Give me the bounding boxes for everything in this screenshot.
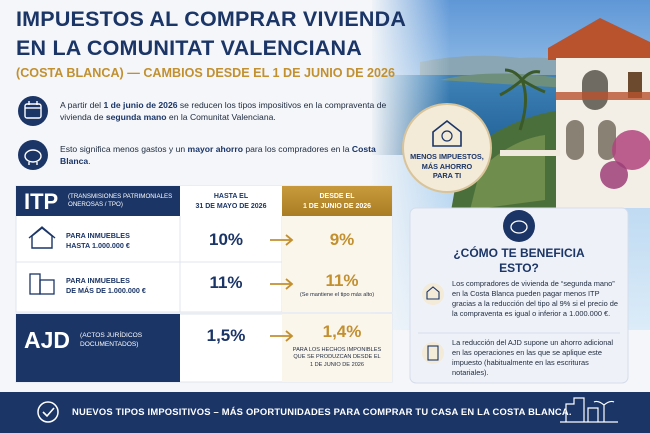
row-label: PARA INMUEBLES HASTA 1.000.000 €	[66, 231, 130, 251]
text: A partir del	[60, 100, 104, 110]
rate-before: 10%	[208, 230, 244, 249]
badge-line: PARA TI	[432, 171, 462, 180]
itp-description: (TRANSMISIONES PATRIMONIALES ONEROSAS / …	[68, 193, 173, 208]
itp-label: ITP	[24, 189, 59, 214]
column-header-line: 1 DE JUNIO DE 2026	[302, 202, 372, 210]
benefit-title-line: ESTO?	[499, 261, 539, 275]
rate-note: (Se mantiene el tipo más alto)	[299, 292, 375, 298]
ajd-description-line: (ACTOS JURÍDICOS	[80, 332, 143, 339]
rate-note: PARA LOS HECHOS IMPONIBLES QUE SE PRODUZ…	[282, 347, 392, 369]
rate-note-line: PARA LOS HECHOS IMPONIBLES	[292, 347, 382, 353]
row-label-line: HASTA 1.000.000 €	[66, 241, 130, 250]
row-label-line: DE MÁS DE 1.000.000 €	[66, 286, 146, 295]
rate-after: 11%	[325, 271, 359, 290]
rate-after: 1,4%	[322, 322, 362, 341]
benefit-title-line: ¿CÓMO TE BENEFICIA	[453, 246, 585, 260]
rate-before: 11%	[209, 273, 243, 292]
row-label-line: PARA INMUEBLES	[66, 231, 130, 240]
text: se reducen los tipos impositivos en la c…	[60, 100, 387, 122]
badge-line: MÁS AHORRO	[421, 161, 473, 171]
text: en la Comunitat Valenciana.	[166, 112, 276, 122]
rate-note-line: QUE SE PRODUZCAN DESDE EL	[293, 354, 381, 361]
bold-text: segunda mano	[105, 112, 167, 122]
rate-note-line: 1 DE JUNIO DE 2026	[309, 361, 365, 368]
bold-text: Costa Blanca	[60, 144, 376, 166]
rate-after: 9%	[329, 230, 355, 249]
rate-before: 1,5%	[206, 326, 246, 345]
column-header-line: HASTA EL	[213, 193, 249, 200]
benefit-item: Los compradores de vivienda de “segunda …	[452, 279, 618, 318]
row-label: PARA INMUEBLES DE MÁS DE 1.000.000 €	[66, 276, 146, 296]
footer-text: NUEVOS TIPOS IMPOSITIVOS – MÁS OPORTUNID…	[72, 406, 572, 417]
column-header-line: DESDE EL	[319, 193, 355, 200]
bold-text: mayor ahorro	[187, 144, 243, 154]
benefit-title: ¿CÓMO TE BENEFICIA ESTO?	[410, 246, 628, 276]
title-line: IMPUESTOS AL COMPRAR VIVIENDA	[16, 7, 407, 31]
badge-text: MENOS IMPUESTOS, MÁS AHORRO PARA TI	[402, 152, 492, 181]
column-header: DESDE EL 1 DE JUNIO DE 2026	[282, 192, 392, 211]
title-line: EN LA COMUNITAT VALENCIANA	[16, 36, 362, 60]
row-label-line: PARA INMUEBLES	[66, 276, 130, 285]
intro-paragraph: Esto significa menos gastos y un mayor a…	[60, 143, 395, 167]
ajd-description: (ACTOS JURÍDICOS DOCUMENTADOS)	[80, 331, 142, 349]
bold-text: 1 de junio de 2026	[103, 100, 178, 110]
subtitle: (COSTA BLANCA) — CAMBIOS DESDE EL 1 DE J…	[16, 66, 396, 80]
ajd-label: AJD	[24, 327, 71, 353]
text: Esto significa menos gastos y un	[60, 144, 188, 154]
text: .	[88, 156, 91, 166]
text: para los compradores en la	[242, 144, 352, 154]
column-header: HASTA EL 31 DE MAYO DE 2026	[180, 192, 282, 211]
benefit-item: La reducción del AJD supone un ahorro ad…	[452, 338, 614, 377]
intro-paragraph: A partir del 1 de junio de 2026 se reduc…	[60, 99, 395, 123]
badge-line: MENOS IMPUESTOS,	[410, 152, 484, 161]
column-header-line: 31 DE MAYO DE 2026	[195, 202, 267, 210]
ajd-description-line: DOCUMENTADOS)	[80, 341, 139, 348]
